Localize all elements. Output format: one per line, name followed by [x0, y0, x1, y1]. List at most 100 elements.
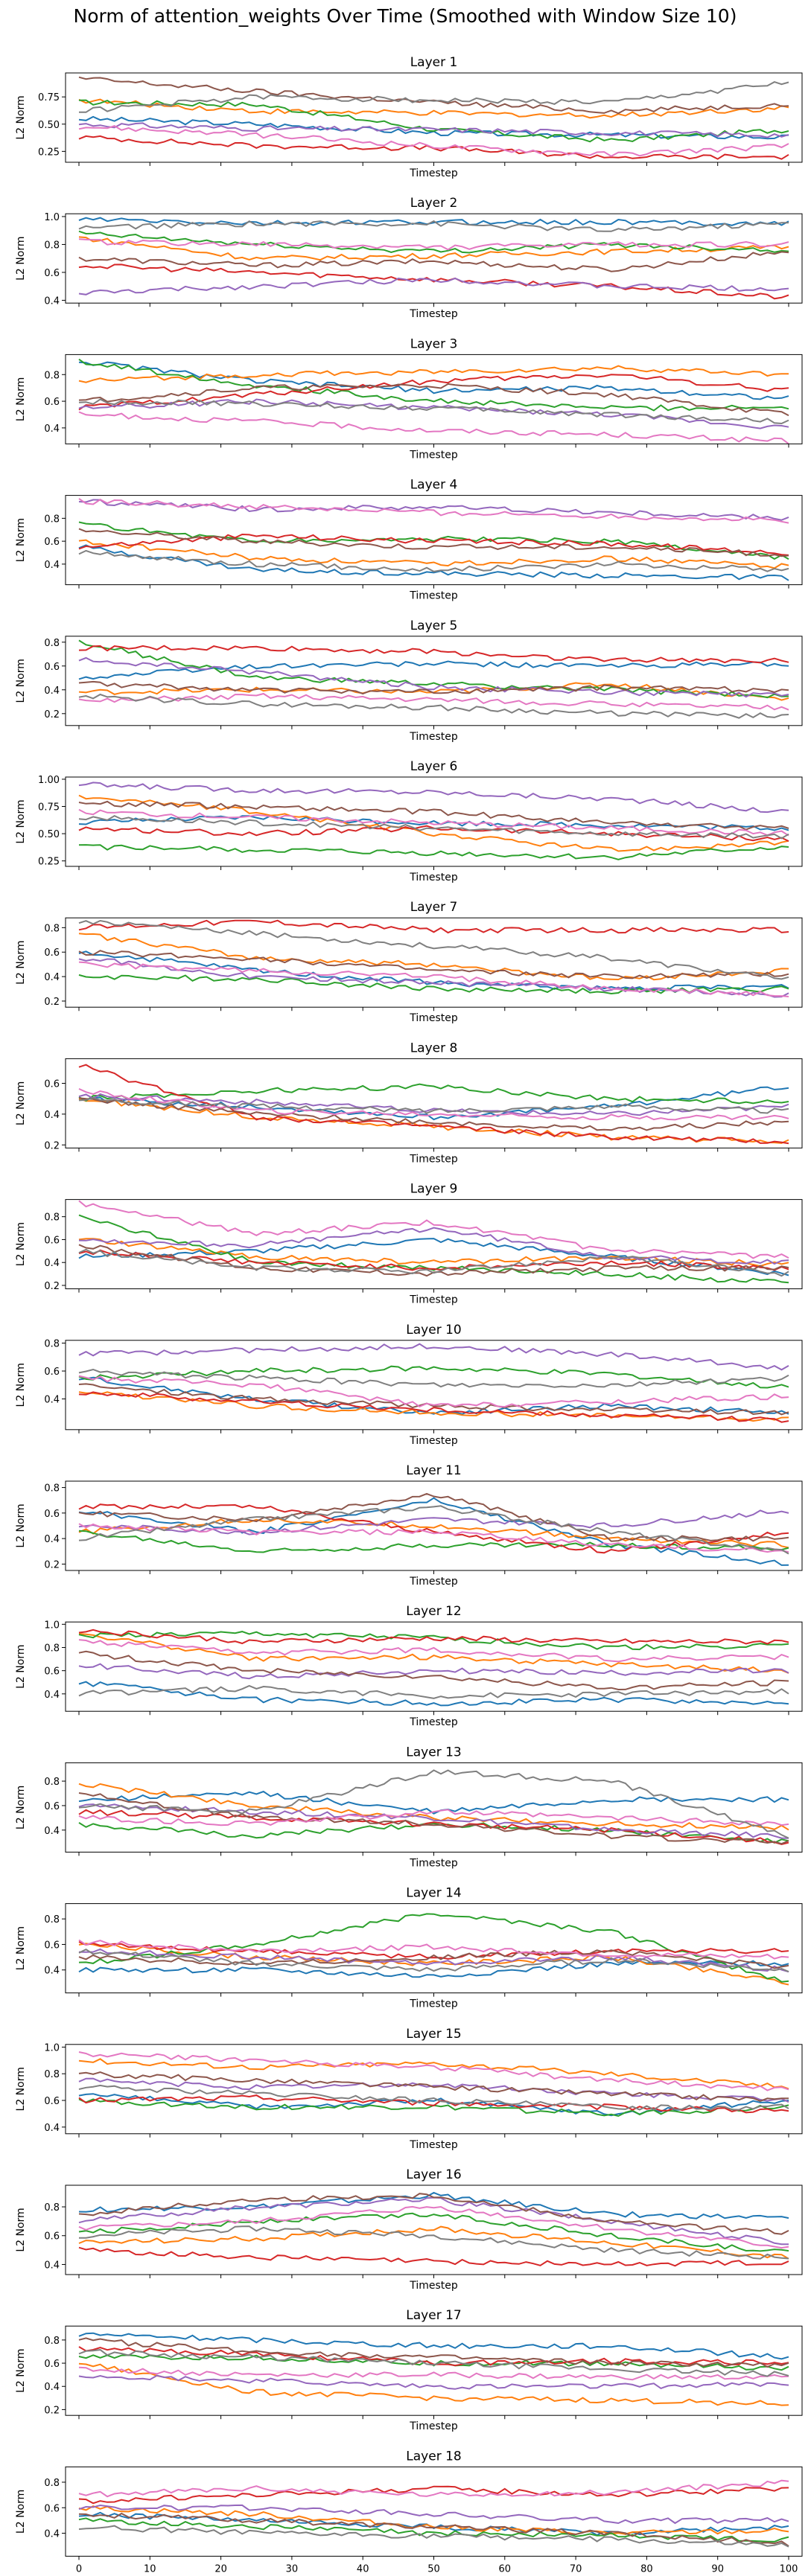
y-tick-label: 0.8: [44, 2069, 60, 2080]
subplot-title: Layer 7: [410, 900, 458, 915]
series-line-5: [78, 1093, 789, 1116]
y-tick-label: 0.8: [44, 638, 60, 649]
series-line-6: [78, 76, 789, 115]
series-line-5: [78, 277, 789, 295]
series-line-3: [78, 99, 789, 143]
series-line-7: [78, 1639, 789, 1663]
y-tick-label: 0.6: [44, 1079, 60, 1090]
series-line-4: [78, 533, 789, 556]
series-line-4: [78, 919, 789, 934]
series-line-7: [78, 692, 789, 711]
series-line-5: [78, 782, 789, 814]
series-line-5: [78, 656, 789, 698]
series-line-3: [78, 1083, 789, 1105]
series-line-6: [78, 383, 789, 417]
y-tick-label: 0.4: [44, 1395, 60, 1406]
y-tick-label: 0.6: [44, 2096, 60, 2107]
y-tick-label: 0.6: [44, 1509, 60, 1520]
series-line-5: [78, 2374, 789, 2390]
series-line-5: [78, 2504, 789, 2525]
subplot-17: Layer 17 0.2 0.4 0.6 0.8 Timestep L2 Norm: [15, 2308, 803, 2432]
y-tick-label: 0.6: [44, 662, 60, 673]
series-line-7: [78, 2051, 789, 2091]
y-tick-label: 0.8: [44, 2336, 60, 2347]
subplot-8: Layer 8 0.2 0.4 0.6 Timestep L2 Norm: [15, 1041, 803, 1165]
x-axis-label: Timestep: [409, 449, 458, 461]
y-tick-label: 0.4: [44, 424, 60, 435]
y-tick-label: 0.4: [44, 2123, 60, 2134]
x-axis-label: Timestep: [409, 1576, 458, 1588]
y-axis-label: L2 Norm: [15, 2349, 27, 2393]
y-tick-label: 0.8: [44, 1483, 60, 1495]
series-line-5: [78, 398, 789, 429]
series-line-4: [78, 1940, 789, 1960]
series-line-6: [78, 1383, 789, 1416]
x-tick-label: 30: [286, 2563, 299, 2575]
series-line-1: [78, 2093, 789, 2117]
y-tick-label: 0.8: [44, 1914, 60, 1925]
x-tick-label: 80: [640, 2563, 653, 2575]
y-axis-label: L2 Norm: [15, 2208, 27, 2251]
y-tick-label: 0.6: [44, 1367, 60, 1378]
y-axis-label: L2 Norm: [15, 377, 27, 421]
subplot-title: Layer 14: [406, 1886, 461, 1901]
series-line-5: [78, 1343, 789, 1371]
y-tick-label: 0.4: [44, 1534, 60, 1545]
y-tick-label: 0.4: [44, 2382, 60, 2393]
x-axis-label: Timestep: [409, 1012, 458, 1024]
series-line-8: [78, 1096, 789, 1114]
x-tick-label: 70: [570, 2563, 582, 2575]
series-line-2: [78, 2362, 789, 2406]
series-line-8: [78, 1248, 789, 1277]
y-tick-label: 0.4: [44, 1258, 60, 1269]
subplot-title: Layer 8: [410, 1041, 458, 1055]
series-line-7: [78, 238, 789, 251]
x-axis-label: Timestep: [409, 1998, 458, 2010]
series-line-8: [78, 1684, 789, 1699]
y-tick-label: 0.8: [44, 1777, 60, 1788]
series-line-4: [78, 1391, 789, 1423]
y-tick-label: 0.2: [44, 1281, 60, 1292]
series-line-4: [78, 1249, 789, 1271]
y-tick-label: 0.4: [44, 2260, 60, 2271]
y-tick-label: 0.6: [44, 1940, 60, 1951]
series-line-4: [78, 2485, 789, 2505]
y-tick-label: 0.2: [44, 1559, 60, 1570]
series-line-3: [78, 358, 789, 412]
y-axis-label: L2 Norm: [15, 799, 27, 843]
subplot-title: Layer 17: [406, 2308, 461, 2323]
series-line-8: [78, 2349, 789, 2377]
y-tick-label: 0.8: [44, 1643, 60, 1654]
y-tick-label: 0.75: [38, 92, 60, 103]
series-line-5: [78, 1663, 789, 1680]
series-line-1: [78, 2332, 789, 2360]
y-tick-label: 0.6: [44, 2231, 60, 2243]
series-line-1: [78, 660, 789, 680]
series-line-5: [78, 122, 789, 138]
series-line-8: [78, 1948, 789, 1973]
series-line-4: [78, 1064, 789, 1145]
y-tick-label: 0.8: [44, 514, 60, 525]
y-tick-label: 0.8: [44, 240, 60, 251]
series-line-7: [78, 961, 789, 997]
series-line-8: [78, 1505, 789, 1555]
y-tick-label: 0.4: [44, 1826, 60, 1837]
series-line-3: [78, 1214, 789, 1284]
subplot-title: Layer 9: [410, 1182, 458, 1197]
series-line-8: [78, 2084, 789, 2111]
series-line-4: [78, 374, 789, 411]
x-tick-label: 10: [144, 2563, 156, 2575]
subplot-title: Layer 10: [406, 1323, 461, 1337]
y-axis-label: L2 Norm: [15, 2067, 27, 2111]
series-line-2: [78, 2225, 789, 2260]
series-line-5: [78, 2077, 789, 2103]
series-line-2: [78, 794, 789, 852]
subplot-15: Layer 15 0.4 0.6 0.8 1.0 Timestep L2 Norm: [15, 2027, 803, 2151]
y-axis-label: L2 Norm: [15, 1363, 27, 1407]
subplot-12: Layer 12 0.4 0.6 0.8 1.0 Timestep L2 Norm: [15, 1604, 803, 1728]
x-axis-label: Timestep: [409, 2420, 458, 2432]
series-line-2: [78, 2058, 789, 2090]
series-line-4: [78, 263, 789, 300]
series-line-7: [78, 1523, 789, 1553]
series-line-6: [78, 1949, 789, 1969]
